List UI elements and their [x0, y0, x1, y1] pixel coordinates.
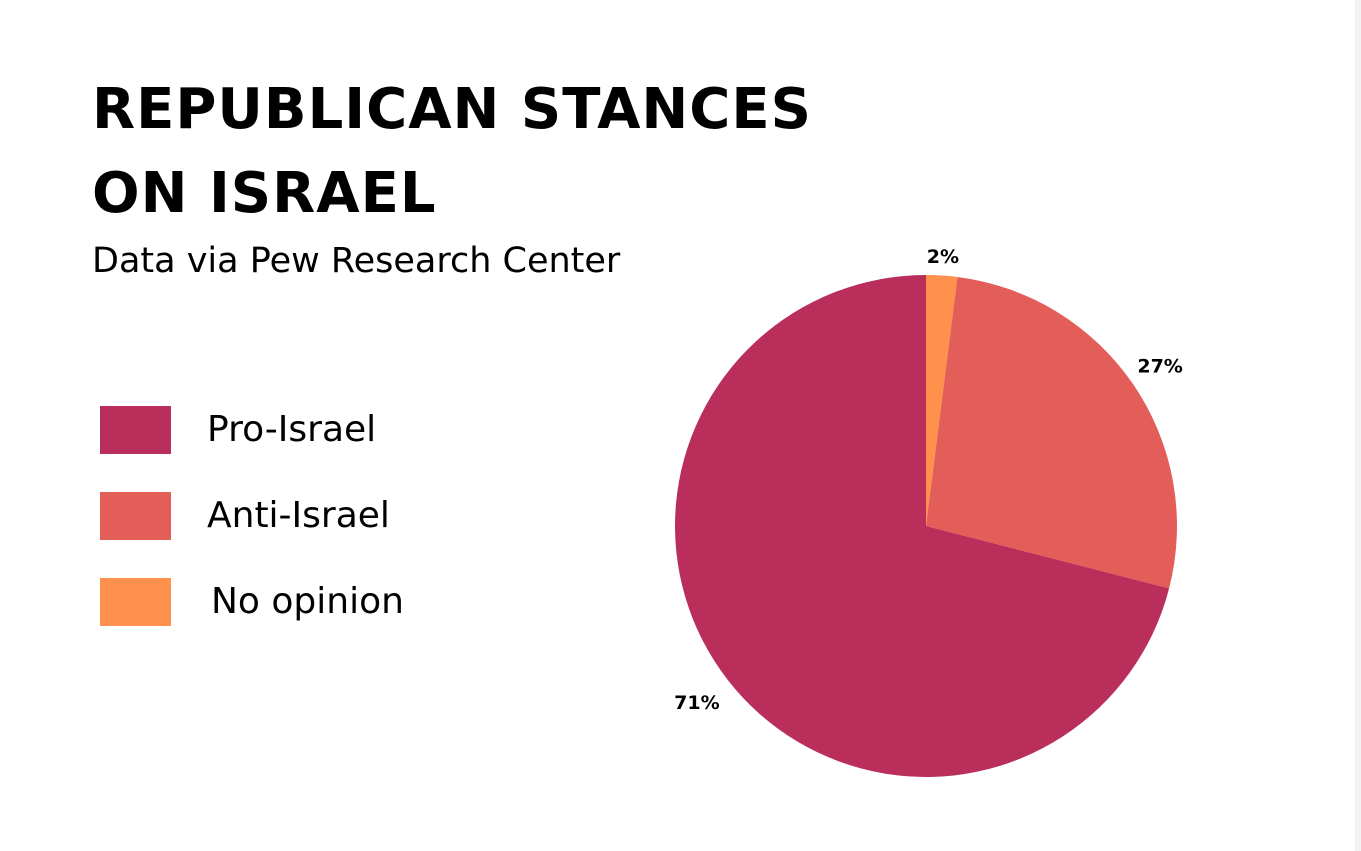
pie-slice-no-opinion — [926, 275, 958, 526]
legend-item-pro-israel: Pro-Israel — [100, 406, 520, 454]
data-label-pro-israel: 71% — [674, 692, 719, 714]
page-edge — [1355, 0, 1361, 851]
chart-title-line-1: REPUBLICAN STANCES — [92, 77, 812, 142]
pie-slice-pro-israel — [674, 275, 1170, 777]
legend-swatch-no-opinion — [100, 578, 171, 626]
legend-label-no-opinion: No opinion — [211, 581, 404, 622]
legend-swatch-anti-israel — [100, 492, 171, 540]
data-label-anti-israel: 27% — [1137, 355, 1182, 377]
data-label-no-opinion: 2% — [927, 246, 959, 268]
pie-data-labels: 2% 27% 71% — [674, 246, 1183, 714]
legend-item-anti-israel: Anti-Israel — [100, 492, 520, 540]
legend-swatch-pro-israel — [100, 406, 171, 454]
chart-legend: Pro-Israel Anti-Israel No opinion — [100, 406, 520, 664]
chart-title: REPUBLICAN STANCES ON ISRAEL — [92, 68, 852, 236]
legend-label-anti-israel: Anti-Israel — [207, 495, 390, 536]
legend-label-pro-israel: Pro-Israel — [207, 409, 377, 450]
legend-item-no-opinion: No opinion — [100, 578, 520, 626]
chart-title-line-2: ON ISRAEL — [92, 161, 437, 226]
pie-slices — [674, 275, 1177, 777]
pie-slice-anti-israel — [926, 276, 1177, 589]
chart-subtitle: Data via Pew Research Center — [92, 241, 621, 281]
